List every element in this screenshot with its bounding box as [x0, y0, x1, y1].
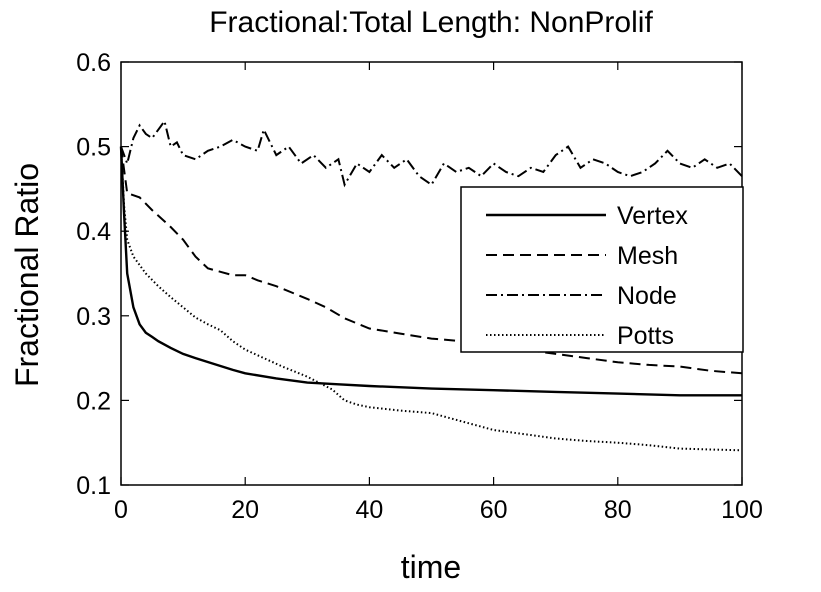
y-tick-label-2: 0.3	[76, 303, 111, 331]
y-tick-label-5: 0.6	[76, 49, 111, 77]
legend-label-mesh: Mesh	[617, 242, 678, 270]
legend-box	[460, 186, 744, 353]
x-tick-label-0: 0	[114, 496, 128, 524]
y-tick-label-1: 0.2	[76, 387, 111, 415]
series-line-mesh	[120, 146, 743, 375]
x-axis-label: time	[401, 549, 461, 585]
legend: Vertex Mesh Node Potts	[460, 186, 744, 353]
series-line-node	[120, 118, 743, 188]
chart-title: Fractional:Total Length: NonProlif	[209, 6, 653, 39]
y-tick-label-4: 0.5	[76, 134, 111, 162]
legend-label-vertex: Vertex	[617, 202, 688, 230]
x-tick-label-5: 100	[721, 496, 763, 524]
y-axis-label: Fractional Ratio	[9, 163, 45, 387]
axis-ticks: 0 20 40 60 80 100 0.1 0.2 0.3 0.4 0.5 0.6	[76, 49, 763, 524]
x-tick-label-1: 20	[231, 496, 259, 524]
x-tick-label-4: 80	[604, 496, 632, 524]
x-tick-label-3: 60	[480, 496, 508, 524]
y-tick-label-3: 0.4	[76, 218, 111, 246]
legend-label-node: Node	[617, 282, 677, 310]
series-layer	[119, 118, 743, 452]
series-line-vertex	[119, 146, 742, 397]
y-tick-label-0: 0.1	[76, 472, 111, 500]
legend-label-potts: Potts	[617, 322, 674, 350]
x-tick-label-2: 40	[355, 496, 383, 524]
